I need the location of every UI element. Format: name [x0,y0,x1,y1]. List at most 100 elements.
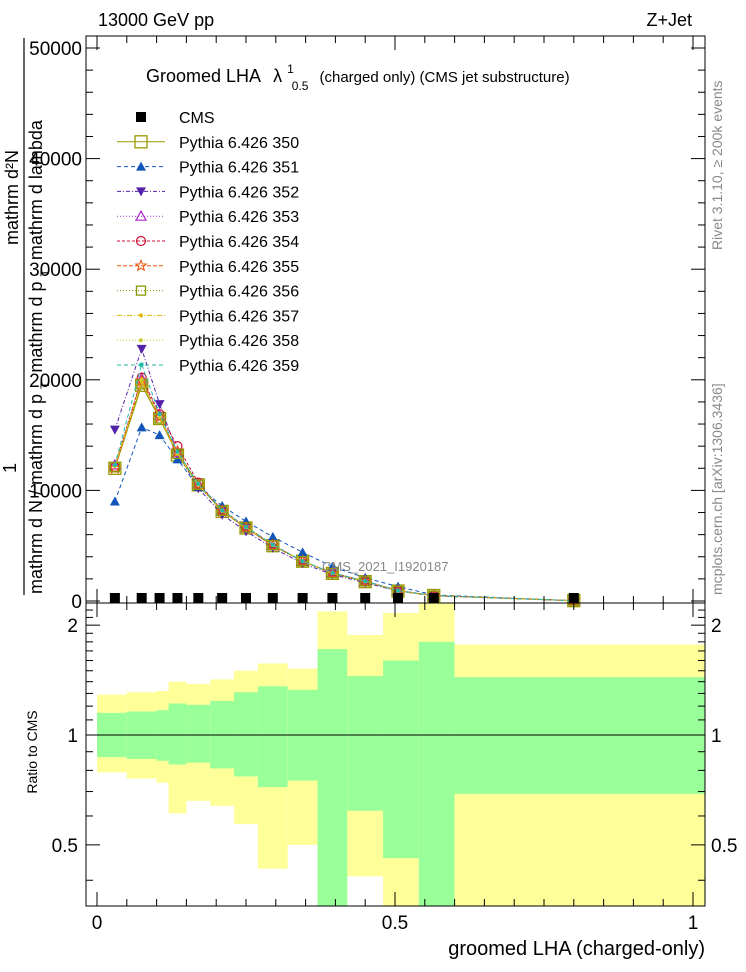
main-y-tick-label: 50000 [29,39,82,60]
legend-item: CMS [136,110,215,127]
data-point [157,412,162,417]
ylabel-numerator: mathrm d²N [2,150,22,245]
data-point [136,161,146,171]
header-left-label: 13000 GeV pp [98,10,214,30]
ratio-green-band [693,677,705,794]
ratio-green-band [186,704,211,763]
series-line [114,362,574,602]
data-point [193,593,204,603]
legend-item: Pythia 6.426 359 [117,358,299,375]
legend-label: Pythia 6.426 354 [179,234,299,251]
legend-label: Pythia 6.426 353 [179,209,299,226]
legend-item: Pythia 6.426 355 [117,258,299,276]
x-tick-label: 0 [92,913,103,934]
legend-label: Pythia 6.426 356 [179,284,299,301]
data-point [136,422,147,432]
ratio-green-band [317,649,348,906]
ylabel-part2: mathrm d p [26,282,46,373]
main-y-axis-label: 1 mathrm d N / mathrm d p T mathrm d p T… [0,38,53,595]
data-point [136,187,146,197]
data-point [175,449,180,454]
ylabel-part1-sub: T [38,381,52,389]
data-point [267,539,278,551]
data-point [300,559,305,564]
data-point [196,481,201,486]
data-point [327,593,338,603]
ylabel-part1: mathrm d N / mathrm d p [26,394,46,594]
title-subscript: 0.5 [292,79,309,93]
header-right-label: Z+Jet [646,10,692,30]
data-point [267,593,278,603]
data-point [220,508,225,513]
legend-label: CMS [179,110,215,127]
data-point [112,462,117,467]
data-point [217,505,228,517]
main-axes: 0 10000 20000 30000 40000 50000 [29,36,705,613]
series-pythia-6-426-356 [109,379,579,606]
data-point [154,430,165,440]
data-point [240,522,252,533]
data-point [154,593,165,603]
ratio-green-band [234,692,258,777]
data-point [217,593,228,603]
ylabel-part3: mathrm d lambda [26,119,46,260]
title-suffix: (charged only) (CMS jet substructure) [320,69,570,86]
ratio-green-band [383,660,419,859]
data-point [139,313,143,318]
data-point [327,567,338,579]
ylabel-frac-one: 1 [0,463,20,473]
data-point [360,576,371,587]
main-y-tick-label: 20000 [29,371,82,392]
legend-item: Pythia 6.426 350 [117,135,299,152]
mcplots-label: mcplots.cern.ch [arXiv:1306.3436] [709,383,725,595]
series-line [114,382,574,602]
title-symbol: λ [273,66,282,86]
ratio-green-band [257,686,288,788]
legend-label: Pythia 6.426 357 [179,308,299,325]
ratio-axes: 0.5 0.5 1 1 2 2 0 0.5 1 [52,603,737,934]
data-point [297,547,308,557]
ratio-y-tick-label-right: 1 [711,726,722,747]
ratio-y-axis-label: Ratio to CMS [24,710,40,793]
ratio-y-tick-label: 1 [67,726,78,747]
ratio-bands [97,603,705,906]
ratio-y-tick-label-right: 2 [711,616,722,637]
data-point [134,209,148,221]
x-tick-label: 0.5 [382,913,408,934]
data-point [134,258,148,272]
x-axis-label: groomed LHA (charged-only) [448,938,705,960]
legend-item: Pythia 6.426 357 [117,308,299,325]
data-point [330,570,335,575]
data-point [244,524,248,529]
data-point [136,593,147,603]
data-point [392,593,403,603]
data-point [135,235,147,247]
legend-item: Pythia 6.426 356 [117,284,299,301]
legend-label: Pythia 6.426 352 [179,184,299,201]
legend-label: Pythia 6.426 359 [179,358,299,375]
rivet-version-label: Rivet 3.1.10, ≥ 200k events [709,80,725,250]
main-y-tick-label: 30000 [29,260,82,281]
data-point [109,462,121,473]
main-y-tick-label: 10000 [29,481,82,502]
data-point [139,377,144,382]
legend-label: Pythia 6.426 351 [179,160,299,177]
legend-item: Pythia 6.426 353 [117,209,299,226]
ratio-y-tick-label-right: 0.5 [711,836,737,857]
ylabel-denominator: mathrm d N / mathrm d p T mathrm d p T m… [26,119,53,594]
main-y-tick-label: 0 [71,592,82,613]
data-point [136,112,146,122]
x-tick-label: 1 [688,913,699,934]
data-point [172,593,183,603]
ratio-green-band [347,676,384,811]
data-point [267,531,278,541]
analysis-watermark: CMS_2021_I1920187 [322,559,449,574]
data-point [134,135,148,149]
legend-item: Pythia 6.426 351 [117,160,299,177]
ylabel-part2-sub: T [38,269,52,277]
ratio-green-band [454,677,693,794]
legend-label: Pythia 6.426 358 [179,333,299,350]
data-point [363,579,368,584]
data-point [109,425,120,435]
